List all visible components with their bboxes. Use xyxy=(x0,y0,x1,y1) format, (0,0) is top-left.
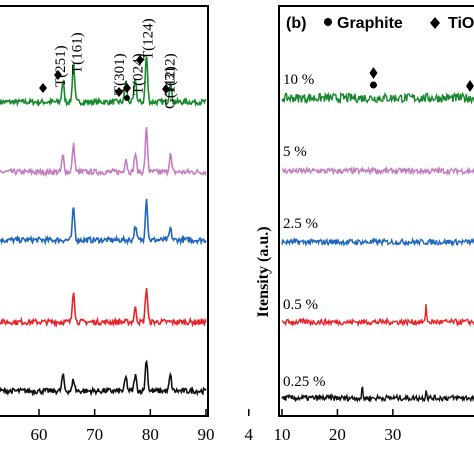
peak-label: T(251) xyxy=(53,45,69,87)
panel-a: T(251) T(161)T(301) T(024)T(124)T(312)G(11… xyxy=(0,5,215,444)
panel-b-trace xyxy=(281,386,474,404)
legend-tio: TiO xyxy=(448,15,474,32)
panel-a-peak-labels: T(251) T(161)T(301) T(024)T(124)T(312)G(11… xyxy=(39,18,178,109)
legend-graphite: Graphite xyxy=(337,15,403,32)
panel-b-frame xyxy=(278,5,474,417)
panel-b-trace xyxy=(281,236,474,248)
peak-label: T(161) xyxy=(70,32,86,74)
x-tick-label: 20 xyxy=(329,425,346,444)
peak-label: T(124) xyxy=(140,18,156,60)
peak-label: T(024) xyxy=(130,53,146,95)
panel-a-trace xyxy=(0,126,207,178)
panel-a-frame xyxy=(0,5,209,417)
peak-marker-graphite xyxy=(369,81,377,89)
panel-a-trace xyxy=(0,288,207,328)
x-tick-label: 30 xyxy=(384,425,401,444)
trace-label: 0.25 % xyxy=(283,374,326,390)
panel-b-trace xyxy=(281,304,474,328)
panel-b-x-ticks: 10 20 30 4 xyxy=(244,409,401,444)
trace-label: 0.5 % xyxy=(283,297,318,313)
peak-marker xyxy=(115,87,123,97)
panel-b-peak-markers xyxy=(369,67,474,92)
panel-b-traces xyxy=(281,91,474,404)
panel-b: (b) Graphite TiO Itensity (a.u.) 10 % 5 %… xyxy=(244,5,474,444)
panel-b-trace xyxy=(281,91,474,105)
peak-label: T(301) xyxy=(112,53,128,95)
x-tick-label: 10 xyxy=(274,425,291,444)
x-tick-label: 80 xyxy=(142,425,159,444)
trace-label: 2.5 % xyxy=(283,216,318,232)
peak-marker-tio xyxy=(466,80,474,92)
peak-label: G(112) xyxy=(162,66,178,109)
panel-b-trace-labels: 10 % 5 % 2.5 % 0.5 % 0.25 % xyxy=(283,72,326,390)
peak-marker xyxy=(123,83,131,93)
peak-marker xyxy=(54,70,62,80)
peak-marker xyxy=(124,95,130,101)
panel-a-trace xyxy=(0,359,207,397)
tio-legend-marker xyxy=(430,17,440,29)
trace-label: 10 % xyxy=(283,72,314,88)
peak-marker xyxy=(39,83,47,93)
graphite-legend-marker xyxy=(324,18,332,26)
x-tick-label: 60 xyxy=(30,425,47,444)
panel-a-trace xyxy=(0,56,207,108)
x-tick-label: 70 xyxy=(86,425,103,444)
trace-label: 5 % xyxy=(283,144,307,160)
panel-a-x-ticks: 60 70 80 90 xyxy=(30,409,215,444)
peak-marker xyxy=(162,84,170,94)
x-tick-label: 4 xyxy=(244,425,253,444)
peak-marker-tio xyxy=(369,67,378,79)
panel-b-trace xyxy=(281,165,474,177)
panel-b-y-axis-label: Itensity (a.u.) xyxy=(255,226,272,317)
panel-a-traces xyxy=(0,56,207,397)
x-tick-label: 90 xyxy=(198,425,215,444)
peak-marker xyxy=(136,55,144,65)
panel-b-label: (b) xyxy=(286,15,306,32)
panel-a-trace xyxy=(0,198,207,246)
